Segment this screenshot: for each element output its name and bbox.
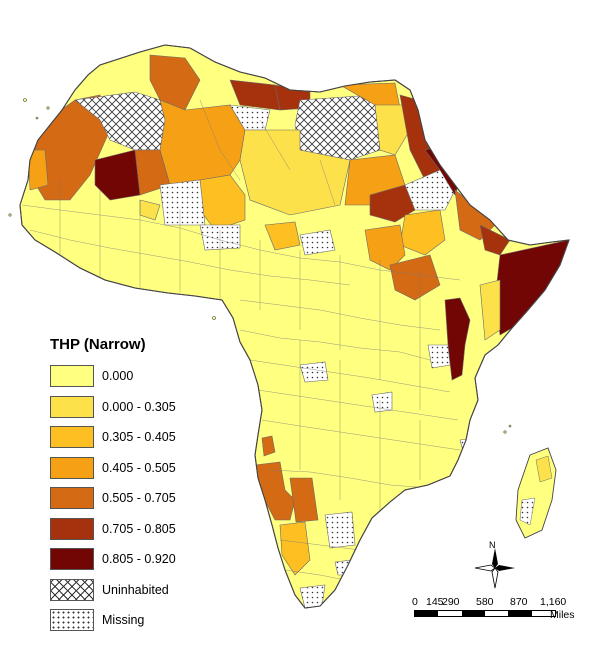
legend-label: Missing [102,613,145,628]
map-legend: THP (Narrow) 0.000 0.000 - 0.305 0.305 - 0… [50,336,220,636]
islands [8,98,512,434]
region-libya-south [239,129,351,216]
region-missing-lake [427,344,451,369]
legend-row: Missing [50,605,220,636]
legend-row: 0.000 - 0.305 [50,392,220,423]
region-south-sudan [364,224,406,271]
legend-label: Uninhabited [102,582,169,597]
region-namibia-north [289,477,319,523]
legend-swatch [50,609,94,632]
legend-row: 0.000 [50,361,220,392]
scale-bar: 0 145 290 580 870 1,160 Miles [408,596,575,621]
scale-tick-label: 145 [426,596,444,608]
legend-label: 0.505 - 0.705 [102,491,176,506]
region-nigeria-north [264,221,301,251]
legend-swatch [50,487,94,510]
region-missing-niger [159,179,206,226]
legend-swatch [50,426,94,449]
legend-swatch [50,456,94,479]
legend-label: 0.705 - 0.805 [102,521,176,536]
legend-swatch [50,365,94,388]
scale-tick-label: 0 [412,596,418,608]
legend-swatch [50,548,94,571]
scale-tick-label: 1,160 [540,596,567,608]
legend-row: Uninhabited [50,575,220,606]
scale-unit: Miles [550,609,575,621]
legend-row: 0.405 - 0.505 [50,453,220,484]
legend-row: 0.305 - 0.405 [50,422,220,453]
madagascar [515,447,557,539]
north-arrow-icon [474,548,515,589]
region-libya-uninhabited [294,94,381,161]
legend-swatch [50,395,94,418]
scale-tick-label: 870 [510,596,528,608]
region-somalia [494,239,569,336]
north-label: N [489,540,496,550]
region-west-sahara [27,149,49,191]
region-south-sudan-east [389,254,441,301]
region-mali-north [94,149,141,201]
legend-swatch [50,517,94,540]
region-missing-botswana [324,511,356,549]
region-kenya-east [479,279,501,341]
region-missing-zambia [371,391,393,413]
legend-label: 0.000 - 0.305 [102,399,176,414]
region-missing-congo [299,361,329,383]
legend-label: 0.000 [102,369,134,384]
scale-tick-label: 580 [476,596,494,608]
legend-label: 0.805 - 0.920 [102,552,176,567]
scale-tick-label: 290 [442,596,460,608]
legend-row: 0.805 - 0.920 [50,544,220,575]
legend-label: 0.305 - 0.405 [102,430,176,445]
region-angola-coast [261,435,276,457]
region-missing-chad [299,229,336,256]
legend-row: 0.705 - 0.805 [50,514,220,545]
region-missing-sudan [404,169,456,211]
legend-title: THP (Narrow) [50,336,146,353]
legend-swatch [50,578,94,601]
legend-label: 0.405 - 0.505 [102,460,176,475]
legend-row: 0.505 - 0.705 [50,483,220,514]
region-namibia-central [279,521,311,576]
region-egypt-central [374,104,411,156]
